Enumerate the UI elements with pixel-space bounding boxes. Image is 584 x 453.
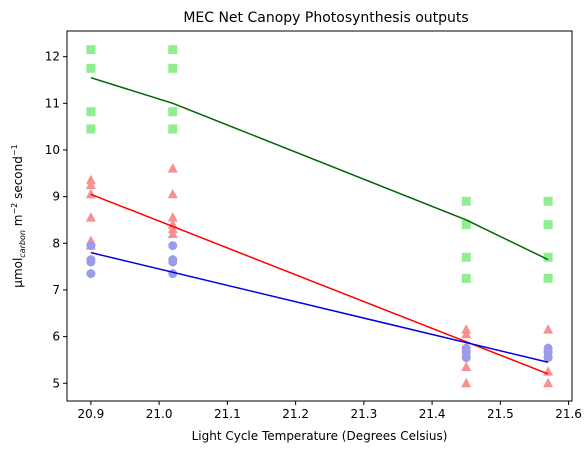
data-point-triangle <box>167 188 178 199</box>
data-point-circle <box>461 353 471 363</box>
data-point-triangle <box>85 212 96 222</box>
x-tick-label: 21.1 <box>214 407 241 421</box>
x-tick-label: 21.0 <box>146 407 173 421</box>
y-tick-label: 7 <box>52 283 60 297</box>
data-point-square <box>461 220 471 230</box>
data-point-square <box>86 63 96 73</box>
data-point-circle <box>168 241 178 251</box>
y-axis-label-prefix: μmol <box>11 258 25 288</box>
y-axis-label-mid: m <box>11 215 25 231</box>
data-point-square <box>461 252 471 262</box>
trend-lines <box>90 76 549 375</box>
x-tick-label: 21.3 <box>350 407 377 421</box>
y-tick-label: 11 <box>45 96 60 110</box>
x-tick-label: 21.5 <box>487 407 514 421</box>
data-point-square <box>86 124 96 134</box>
data-point-triangle <box>85 179 96 189</box>
data-point-square <box>168 45 178 55</box>
data-point-triangle <box>543 324 554 334</box>
data-point-triangle <box>461 377 472 388</box>
data-point-circle <box>168 257 178 267</box>
data-point-circle <box>86 241 96 251</box>
x-tick-label: 20.9 <box>78 407 105 421</box>
trend-line-0 <box>90 76 549 261</box>
data-point-circle <box>86 257 96 267</box>
x-axis: 20.9 21.0 21.1 21.2 21.3 21.4 21.5 21.6 <box>78 401 582 421</box>
plot-frame <box>66 30 573 402</box>
y-axis-label-mid2: second <box>11 156 25 203</box>
y-tick-label: 10 <box>45 143 60 157</box>
data-point-square <box>86 107 96 117</box>
data-point-square <box>543 252 553 262</box>
data-point-triangle <box>167 228 178 238</box>
x-tick-label: 21.2 <box>282 407 309 421</box>
data-point-square <box>543 196 553 206</box>
y-tick-label: 9 <box>52 190 60 204</box>
data-point-triangle <box>167 163 178 173</box>
data-point-square <box>168 124 178 134</box>
y-tick-label: 8 <box>52 236 60 250</box>
data-point-square <box>86 45 96 55</box>
y-tick-label: 6 <box>52 330 60 344</box>
data-point-circle <box>543 353 553 363</box>
x-axis-label: Light Cycle Temperature (Degrees Celsius… <box>192 429 448 443</box>
data-point-triangle <box>461 361 472 371</box>
trend-line-2 <box>90 251 549 364</box>
data-point-circle <box>86 269 96 279</box>
y-axis-label-sup1: −2 <box>10 203 19 215</box>
data-point-triangle <box>461 328 472 339</box>
x-tick-label: 21.4 <box>419 407 446 421</box>
data-point-square <box>543 220 553 230</box>
y-axis: 5 6 7 8 9 10 11 12 <box>45 50 67 390</box>
data-point-square <box>461 273 471 283</box>
data-point-square <box>461 196 471 206</box>
y-tick-label: 12 <box>45 50 60 64</box>
data-point-square <box>543 273 553 283</box>
data-point-triangle <box>167 212 178 222</box>
data-point-square <box>168 107 178 117</box>
y-axis-label-sub1: carbon <box>18 230 27 258</box>
y-axis-label-sup2: −1 <box>10 144 19 156</box>
y-axis-label: μmolcarbon m−2 second−1 <box>10 144 27 287</box>
data-point-triangle <box>543 377 554 388</box>
x-tick-label: 21.6 <box>555 407 582 421</box>
chart-title: MEC Net Canopy Photosynthesis outputs <box>183 10 468 26</box>
data-point-square <box>168 63 178 73</box>
y-tick-label: 5 <box>52 376 60 390</box>
